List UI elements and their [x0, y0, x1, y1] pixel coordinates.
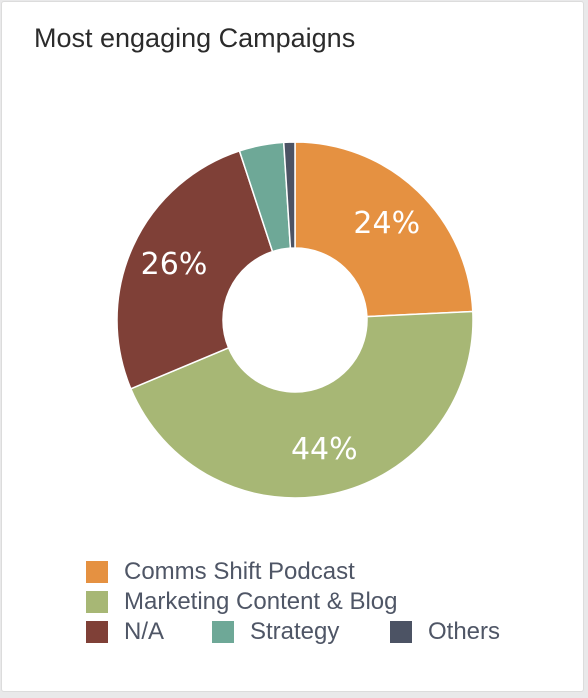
slice-labels: 24% 44% 26% [141, 206, 420, 467]
legend-item-others[interactable]: Others [390, 618, 500, 646]
chart-title: Most engaging Campaigns [34, 23, 356, 53]
legend-swatch [86, 561, 108, 583]
slice-comms-shift-podcast[interactable] [294, 141, 474, 318]
legend-swatch [212, 621, 234, 643]
legend-label: Others [428, 618, 501, 645]
slice-marketing-content-blog[interactable] [129, 310, 474, 499]
slice-data-label: 24% [353, 206, 420, 241]
legend-item-strategy[interactable]: Strategy [212, 618, 339, 646]
slice-n-a[interactable] [116, 149, 274, 390]
slice-data-label: 44% [291, 432, 358, 467]
slice-others[interactable] [282, 141, 296, 249]
legend-swatch [86, 591, 108, 613]
legend-item-na[interactable]: N/A [86, 618, 164, 646]
slice-data-label: 26% [141, 247, 208, 282]
donut-slices [116, 141, 474, 499]
legend-item-marketing-content-blog[interactable]: Marketing Content & Blog [86, 588, 397, 616]
legend-label: Comms Shift Podcast [124, 558, 355, 585]
legend-label: Marketing Content & Blog [124, 588, 398, 615]
legend-swatch [86, 621, 108, 643]
legend-label: N/A [124, 618, 165, 645]
legend-label: Strategy [250, 618, 340, 645]
legend-swatch [390, 621, 412, 643]
legend-item-comms-shift-podcast[interactable]: Comms Shift Podcast [86, 558, 355, 586]
